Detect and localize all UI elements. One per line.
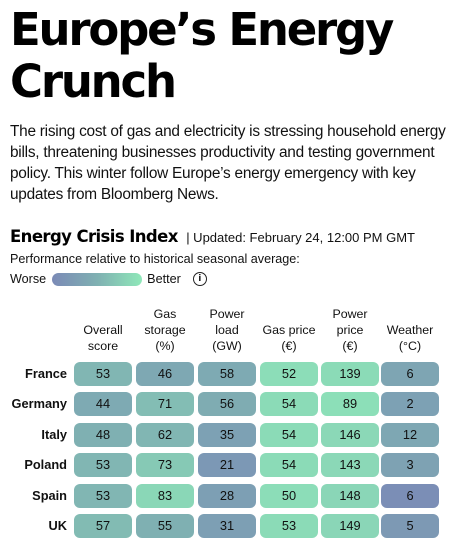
- table-cell[interactable]: 21: [198, 453, 256, 477]
- table-cell[interactable]: 50: [260, 484, 318, 508]
- table-cell[interactable]: 58: [198, 362, 256, 386]
- table-cell[interactable]: 3: [381, 453, 439, 477]
- intro-paragraph: The rising cost of gas and electricity i…: [10, 123, 446, 203]
- table-cell[interactable]: 89: [321, 392, 379, 416]
- index-subtitle: Performance relative to historical seaso…: [10, 252, 300, 266]
- legend: Worse Better i: [10, 270, 207, 288]
- table-cell[interactable]: 149: [321, 514, 379, 538]
- column-header-line: (°C): [398, 339, 422, 353]
- column-header-line: Weather: [386, 323, 434, 337]
- table-cell[interactable]: 35: [198, 423, 256, 447]
- column-header-line: Power: [332, 307, 368, 321]
- table-cell[interactable]: 54: [260, 392, 318, 416]
- table-cell[interactable]: 48: [74, 423, 132, 447]
- table-cell[interactable]: 53: [260, 514, 318, 538]
- row-label-country: Spain: [32, 488, 67, 503]
- table-cell[interactable]: 139: [321, 362, 379, 386]
- table-cell[interactable]: 53: [74, 484, 132, 508]
- table-cell[interactable]: 44: [74, 392, 132, 416]
- row-label-country: Germany: [11, 396, 67, 411]
- column-header: Overall score: [74, 322, 132, 354]
- table-cell[interactable]: 148: [321, 484, 379, 508]
- column-header: Power load (GW): [198, 306, 256, 354]
- table-cell[interactable]: 46: [136, 362, 194, 386]
- column-header-line: (%): [155, 339, 175, 353]
- legend-worse-label: Worse: [10, 272, 47, 286]
- table-cell[interactable]: 73: [136, 453, 194, 477]
- table-cell[interactable]: 54: [260, 423, 318, 447]
- column-header-line: Overall: [83, 323, 123, 337]
- table-cell[interactable]: 56: [198, 392, 256, 416]
- legend-gradient-bar: [52, 272, 143, 286]
- column-header-line: score: [87, 339, 119, 353]
- column-header-line: load: [215, 323, 239, 337]
- updated-timestamp: | Updated: February 24, 12:00 PM GMT: [186, 230, 416, 245]
- table-cell[interactable]: 55: [136, 514, 194, 538]
- legend-better-label: Better: [147, 272, 181, 286]
- column-header-line: (€): [342, 339, 358, 353]
- index-header: Energy Crisis Index | Updated: February …: [10, 227, 450, 247]
- info-icon[interactable]: i: [192, 272, 207, 286]
- index-title: Energy Crisis Index: [10, 227, 178, 246]
- table-cell[interactable]: 57: [74, 514, 132, 538]
- row-label-country: UK: [48, 518, 67, 533]
- table-cell[interactable]: 54: [260, 453, 318, 477]
- table-cell[interactable]: 12: [381, 423, 439, 447]
- table-cell[interactable]: 6: [381, 484, 439, 508]
- row-label-country: Italy: [41, 427, 67, 442]
- table-cell[interactable]: 83: [136, 484, 194, 508]
- column-header-line: price: [336, 323, 364, 337]
- table-cell[interactable]: 146: [321, 423, 379, 447]
- table-cell[interactable]: 53: [74, 453, 132, 477]
- table-cell[interactable]: 143: [321, 453, 379, 477]
- column-header-line: (€): [281, 339, 297, 353]
- column-header-line: Power: [209, 307, 245, 321]
- table-cell[interactable]: 5: [381, 514, 439, 538]
- table-cell[interactable]: 2: [381, 392, 439, 416]
- column-header: Gas storage (%): [136, 306, 194, 354]
- table-cell[interactable]: 71: [136, 392, 194, 416]
- column-header-line: Gas: [153, 307, 177, 321]
- page-title: Europe’s Energy Crunch: [10, 3, 394, 108]
- column-header-line: storage: [144, 323, 186, 337]
- table-cell[interactable]: 6: [381, 362, 439, 386]
- row-label-country: France: [25, 366, 67, 381]
- column-header: Gas price (€): [260, 322, 318, 354]
- table-cell[interactable]: 31: [198, 514, 256, 538]
- column-header-line: (GW): [212, 339, 242, 353]
- column-header-line: Gas price: [262, 323, 316, 337]
- table-cell[interactable]: 62: [136, 423, 194, 447]
- column-header: Weather (°C): [381, 322, 439, 354]
- row-label-country: Poland: [24, 457, 67, 472]
- table-cell[interactable]: 28: [198, 484, 256, 508]
- table-cell[interactable]: 52: [260, 362, 318, 386]
- table-cell[interactable]: 53: [74, 362, 132, 386]
- column-header: Power price (€): [321, 306, 379, 354]
